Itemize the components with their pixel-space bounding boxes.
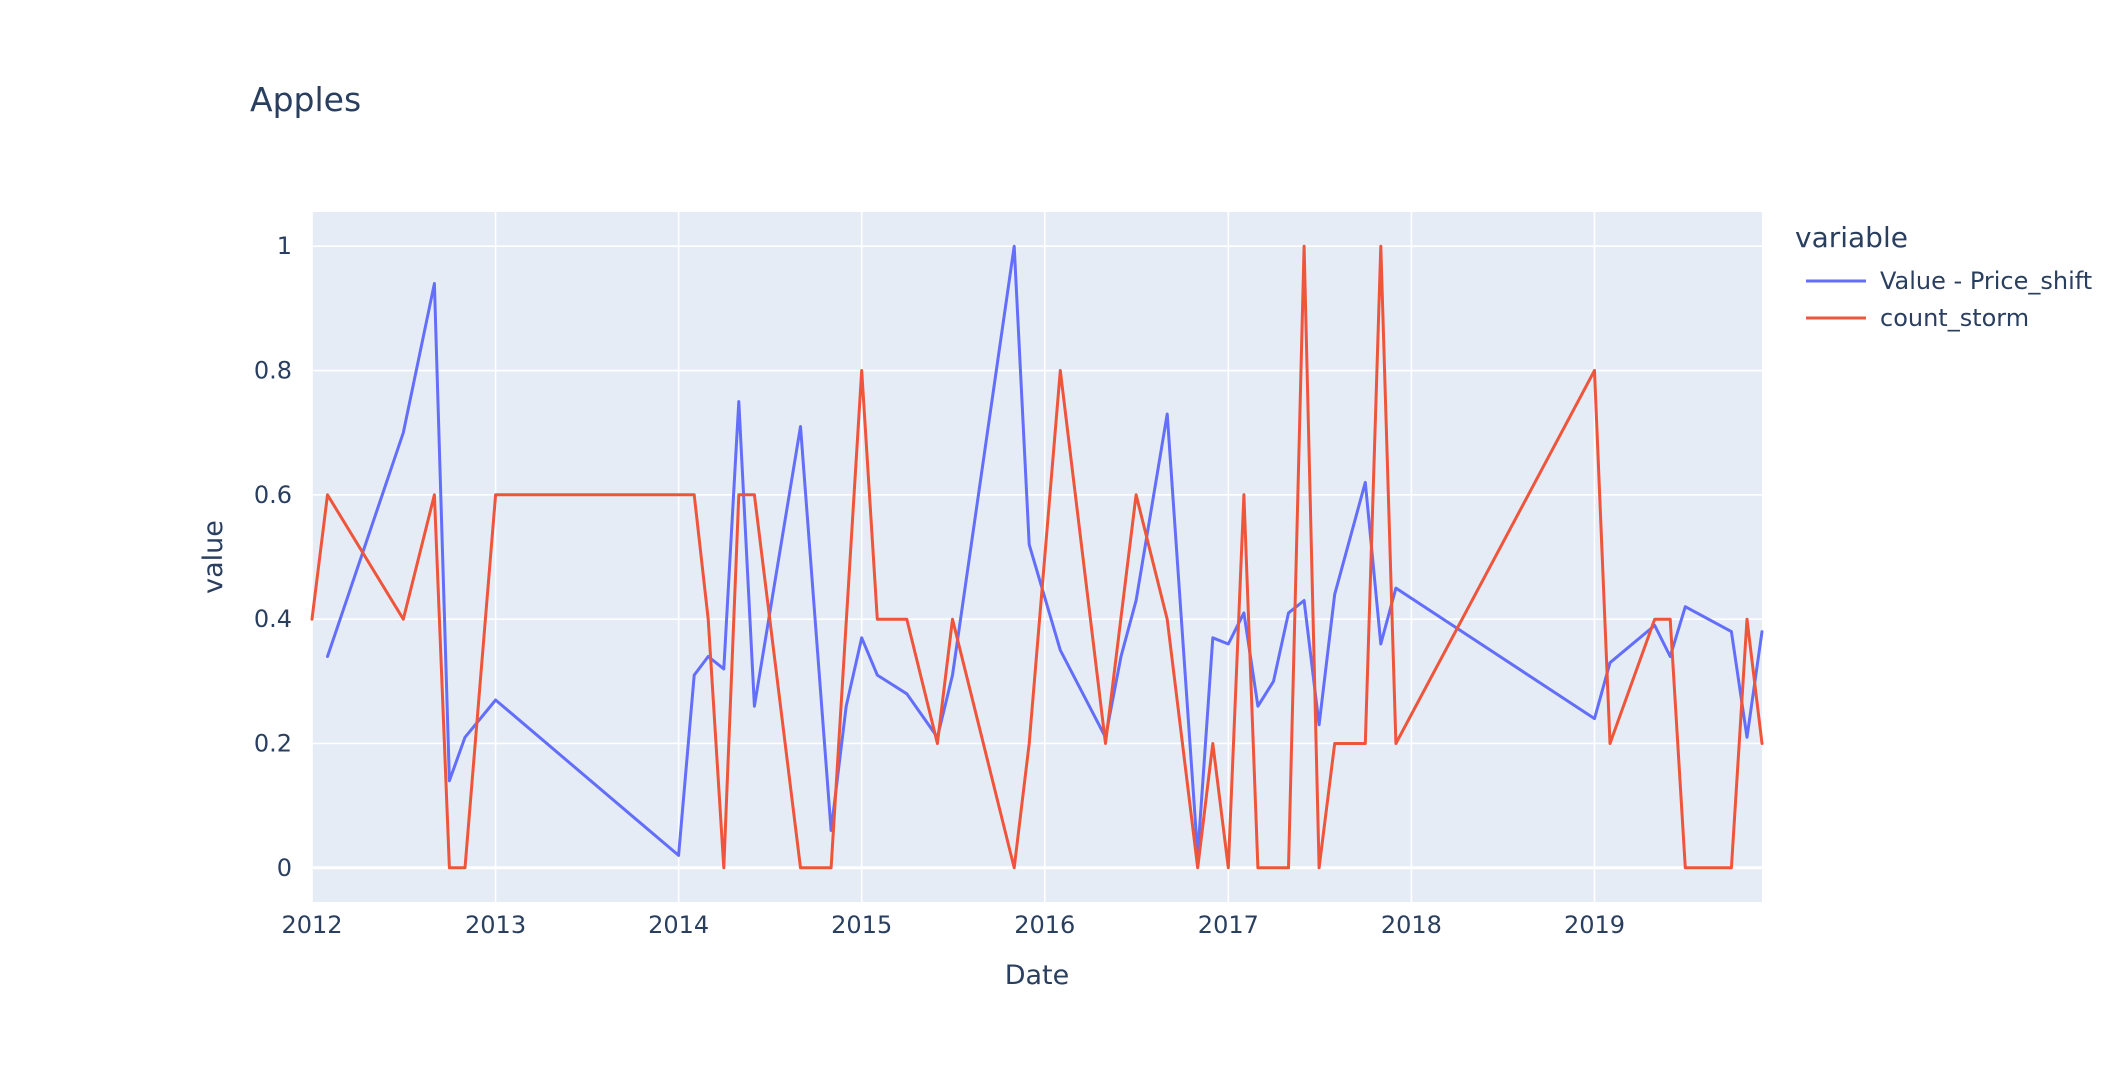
y-tick-label: 0.4 <box>254 605 292 633</box>
legend: variable Value - Price_shift count_storm <box>1795 221 2092 332</box>
y-tick-label: 0.6 <box>254 481 292 509</box>
axis-ticks: 0 0.2 0.4 0.6 0.8 1 2012 2013 2014 2015 2016 2017 20… <box>254 232 1625 939</box>
legend-label: Value - Price_shift <box>1880 267 2092 295</box>
x-tick-label: 2017 <box>1198 911 1259 939</box>
legend-items: Value - Price_shift count_storm <box>1806 267 2092 332</box>
x-tick-label: 2012 <box>281 911 342 939</box>
x-tick-label: 2019 <box>1564 911 1625 939</box>
x-tick-label: 2013 <box>465 911 526 939</box>
y-tick-label: 1 <box>277 232 292 260</box>
y-tick-label: 0.2 <box>254 729 292 757</box>
legend-title: variable <box>1795 221 1908 254</box>
x-tick-label: 2015 <box>831 911 892 939</box>
legend-label: count_storm <box>1880 304 2029 332</box>
grid-lines <box>311 212 1762 902</box>
series-line-value-price-shift <box>326 244 1764 857</box>
series-line-count-storm <box>310 244 1764 870</box>
x-axis-title: Date <box>1005 960 1070 991</box>
y-tick-label: 0 <box>277 854 292 882</box>
y-tick-label: 0.8 <box>254 357 292 385</box>
series-lines <box>310 244 1764 870</box>
x-tick-label: 2014 <box>648 911 709 939</box>
x-tick-label: 2018 <box>1381 911 1442 939</box>
x-tick-label: 2016 <box>1014 911 1075 939</box>
y-axis-title: value <box>198 520 229 594</box>
chart-title: Apples <box>250 80 361 119</box>
plot-area <box>312 212 1762 902</box>
